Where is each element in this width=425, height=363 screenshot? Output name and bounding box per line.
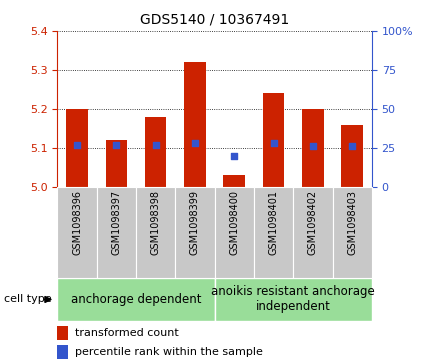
- Point: [74, 142, 80, 148]
- Text: transformed count: transformed count: [75, 328, 178, 338]
- Text: GSM1098396: GSM1098396: [72, 189, 82, 255]
- Bar: [215, 278, 372, 321]
- Bar: [263, 93, 284, 187]
- Bar: [175, 187, 215, 278]
- Text: GSM1098400: GSM1098400: [229, 189, 239, 255]
- Text: GSM1098401: GSM1098401: [269, 189, 279, 255]
- Text: cell type: cell type: [4, 294, 52, 305]
- Text: percentile rank within the sample: percentile rank within the sample: [75, 347, 263, 357]
- Bar: [341, 125, 363, 187]
- Bar: [96, 187, 136, 278]
- Bar: [57, 345, 68, 359]
- Point: [349, 143, 356, 149]
- Bar: [66, 109, 88, 187]
- Point: [309, 143, 316, 149]
- Text: GSM1098399: GSM1098399: [190, 189, 200, 255]
- Point: [270, 140, 277, 146]
- Bar: [184, 62, 206, 187]
- Bar: [136, 187, 175, 278]
- Text: GSM1098402: GSM1098402: [308, 189, 318, 255]
- Bar: [57, 187, 96, 278]
- Text: GSM1098403: GSM1098403: [347, 189, 357, 255]
- Bar: [105, 140, 127, 187]
- Point: [192, 140, 198, 146]
- Bar: [145, 117, 167, 187]
- Bar: [57, 278, 215, 321]
- Text: GSM1098398: GSM1098398: [150, 189, 161, 255]
- Point: [231, 153, 238, 159]
- Bar: [254, 187, 293, 278]
- Bar: [224, 175, 245, 187]
- Title: GDS5140 / 10367491: GDS5140 / 10367491: [140, 13, 289, 27]
- Bar: [302, 109, 324, 187]
- Text: anoikis resistant anchorage
independent: anoikis resistant anchorage independent: [211, 285, 375, 314]
- Bar: [57, 326, 68, 340]
- Text: anchorage dependent: anchorage dependent: [71, 293, 201, 306]
- Bar: [293, 187, 332, 278]
- Bar: [332, 187, 372, 278]
- Point: [113, 142, 120, 148]
- Text: GSM1098397: GSM1098397: [111, 189, 122, 255]
- Point: [152, 142, 159, 148]
- Bar: [215, 187, 254, 278]
